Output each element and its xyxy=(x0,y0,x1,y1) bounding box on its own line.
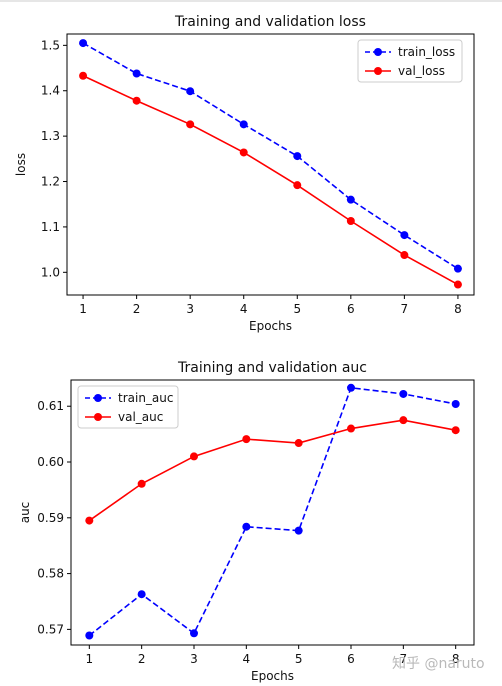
series-line-val_auc xyxy=(88,419,456,522)
legend-swatch-marker xyxy=(374,67,382,75)
x-tick-label: 4 xyxy=(243,652,251,666)
data-point-train_auc xyxy=(451,399,460,408)
x-tick-label: 8 xyxy=(454,302,462,316)
legend-swatch-marker xyxy=(374,48,382,56)
data-point-train_loss xyxy=(239,120,248,129)
x-tick-label: 6 xyxy=(347,302,355,316)
y-tick-label: 1.2 xyxy=(41,175,60,189)
data-point-val_loss xyxy=(346,217,355,226)
data-point-train_auc xyxy=(294,526,303,535)
data-point-train_loss xyxy=(346,195,355,204)
y-tick-label: 1.5 xyxy=(41,38,60,52)
data-point-val_loss xyxy=(186,120,195,129)
x-tick-label: 5 xyxy=(295,652,303,666)
y-tick-label: 0.60 xyxy=(37,455,64,469)
series-line-val_loss xyxy=(82,75,459,286)
y-tick-label: 1.4 xyxy=(41,84,60,98)
data-point-train_auc xyxy=(399,389,408,398)
legend-label: val_auc xyxy=(118,410,163,424)
legend-label: train_auc xyxy=(118,391,174,405)
data-point-val_loss xyxy=(132,96,141,105)
x-tick-label: 1 xyxy=(79,302,87,316)
data-point-val_loss xyxy=(239,148,248,157)
x-tick-label: 7 xyxy=(400,652,408,666)
data-point-train_loss xyxy=(132,69,141,78)
y-axis-label: loss xyxy=(14,153,28,176)
data-point-train_auc xyxy=(347,383,356,392)
top-divider xyxy=(0,0,502,2)
data-point-val_auc xyxy=(242,435,251,444)
y-tick-label: 0.59 xyxy=(37,511,64,525)
data-point-val_loss xyxy=(79,71,88,80)
data-point-train_loss xyxy=(186,87,195,96)
y-tick-label: 0.57 xyxy=(37,622,64,636)
data-point-train_auc xyxy=(242,522,251,531)
x-tick-label: 2 xyxy=(133,302,141,316)
data-point-train_loss xyxy=(293,152,302,161)
series-line-train_auc xyxy=(88,386,456,637)
y-tick-label: 1.0 xyxy=(41,265,60,279)
data-point-val_loss xyxy=(400,251,409,260)
data-point-train_loss xyxy=(79,39,88,48)
watermark-text: 知乎 @naruto xyxy=(392,655,485,672)
y-tick-label: 1.3 xyxy=(41,129,60,143)
legend-swatch-marker xyxy=(94,413,102,421)
data-point-val_auc xyxy=(137,479,146,488)
data-point-train_auc xyxy=(189,629,198,638)
axes-frame xyxy=(70,379,475,646)
y-tick-label: 0.61 xyxy=(37,399,64,413)
data-point-val_auc xyxy=(294,439,303,448)
x-tick-label: 3 xyxy=(190,652,198,666)
data-point-val_auc xyxy=(189,452,198,461)
data-point-train_loss xyxy=(400,231,409,240)
data-point-val_auc xyxy=(347,424,356,433)
x-tick-label: 7 xyxy=(401,302,409,316)
data-point-val_auc xyxy=(399,416,408,425)
legend-label: train_loss xyxy=(398,45,455,59)
y-tick-label: 1.1 xyxy=(41,220,60,234)
x-tick-label: 1 xyxy=(85,652,93,666)
x-tick-label: 6 xyxy=(347,652,355,666)
data-point-val_auc xyxy=(85,516,94,525)
legend-swatch-marker xyxy=(94,394,102,402)
chart-title: Training and validation loss xyxy=(174,14,366,30)
y-axis-label: auc xyxy=(18,502,32,524)
x-axis-label: Epochs xyxy=(251,669,294,683)
data-point-val_loss xyxy=(293,181,302,190)
x-tick-label: 5 xyxy=(293,302,301,316)
data-point-train_loss xyxy=(453,264,462,273)
axes-frame xyxy=(66,33,475,296)
data-point-train_auc xyxy=(137,590,146,599)
x-tick-label: 3 xyxy=(186,302,194,316)
series-line-train_loss xyxy=(82,42,459,270)
legend-label: val_loss xyxy=(398,64,445,78)
y-tick-label: 0.58 xyxy=(37,567,64,581)
x-tick-label: 4 xyxy=(240,302,248,316)
x-axis-label: Epochs xyxy=(249,319,292,333)
data-point-train_auc xyxy=(85,631,94,640)
auc-chart: Training and validation auc 0.57 0.58 0.59 0… xyxy=(18,360,475,683)
chart-title: Training and validation auc xyxy=(177,360,367,376)
data-point-val_auc xyxy=(451,426,460,435)
x-tick-label: 2 xyxy=(138,652,146,666)
x-tick-label: 8 xyxy=(452,652,460,666)
loss-chart: Training and validation loss 1.0 1.1 1.2 1.3… xyxy=(14,14,475,333)
data-point-val_loss xyxy=(453,280,462,289)
